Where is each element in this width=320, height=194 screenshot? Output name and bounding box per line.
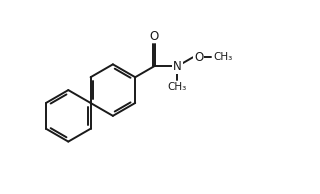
Text: CH₃: CH₃ <box>168 82 187 92</box>
Text: CH₃: CH₃ <box>213 52 232 62</box>
Text: N: N <box>173 60 182 73</box>
Text: O: O <box>194 51 203 64</box>
Text: O: O <box>149 30 159 43</box>
